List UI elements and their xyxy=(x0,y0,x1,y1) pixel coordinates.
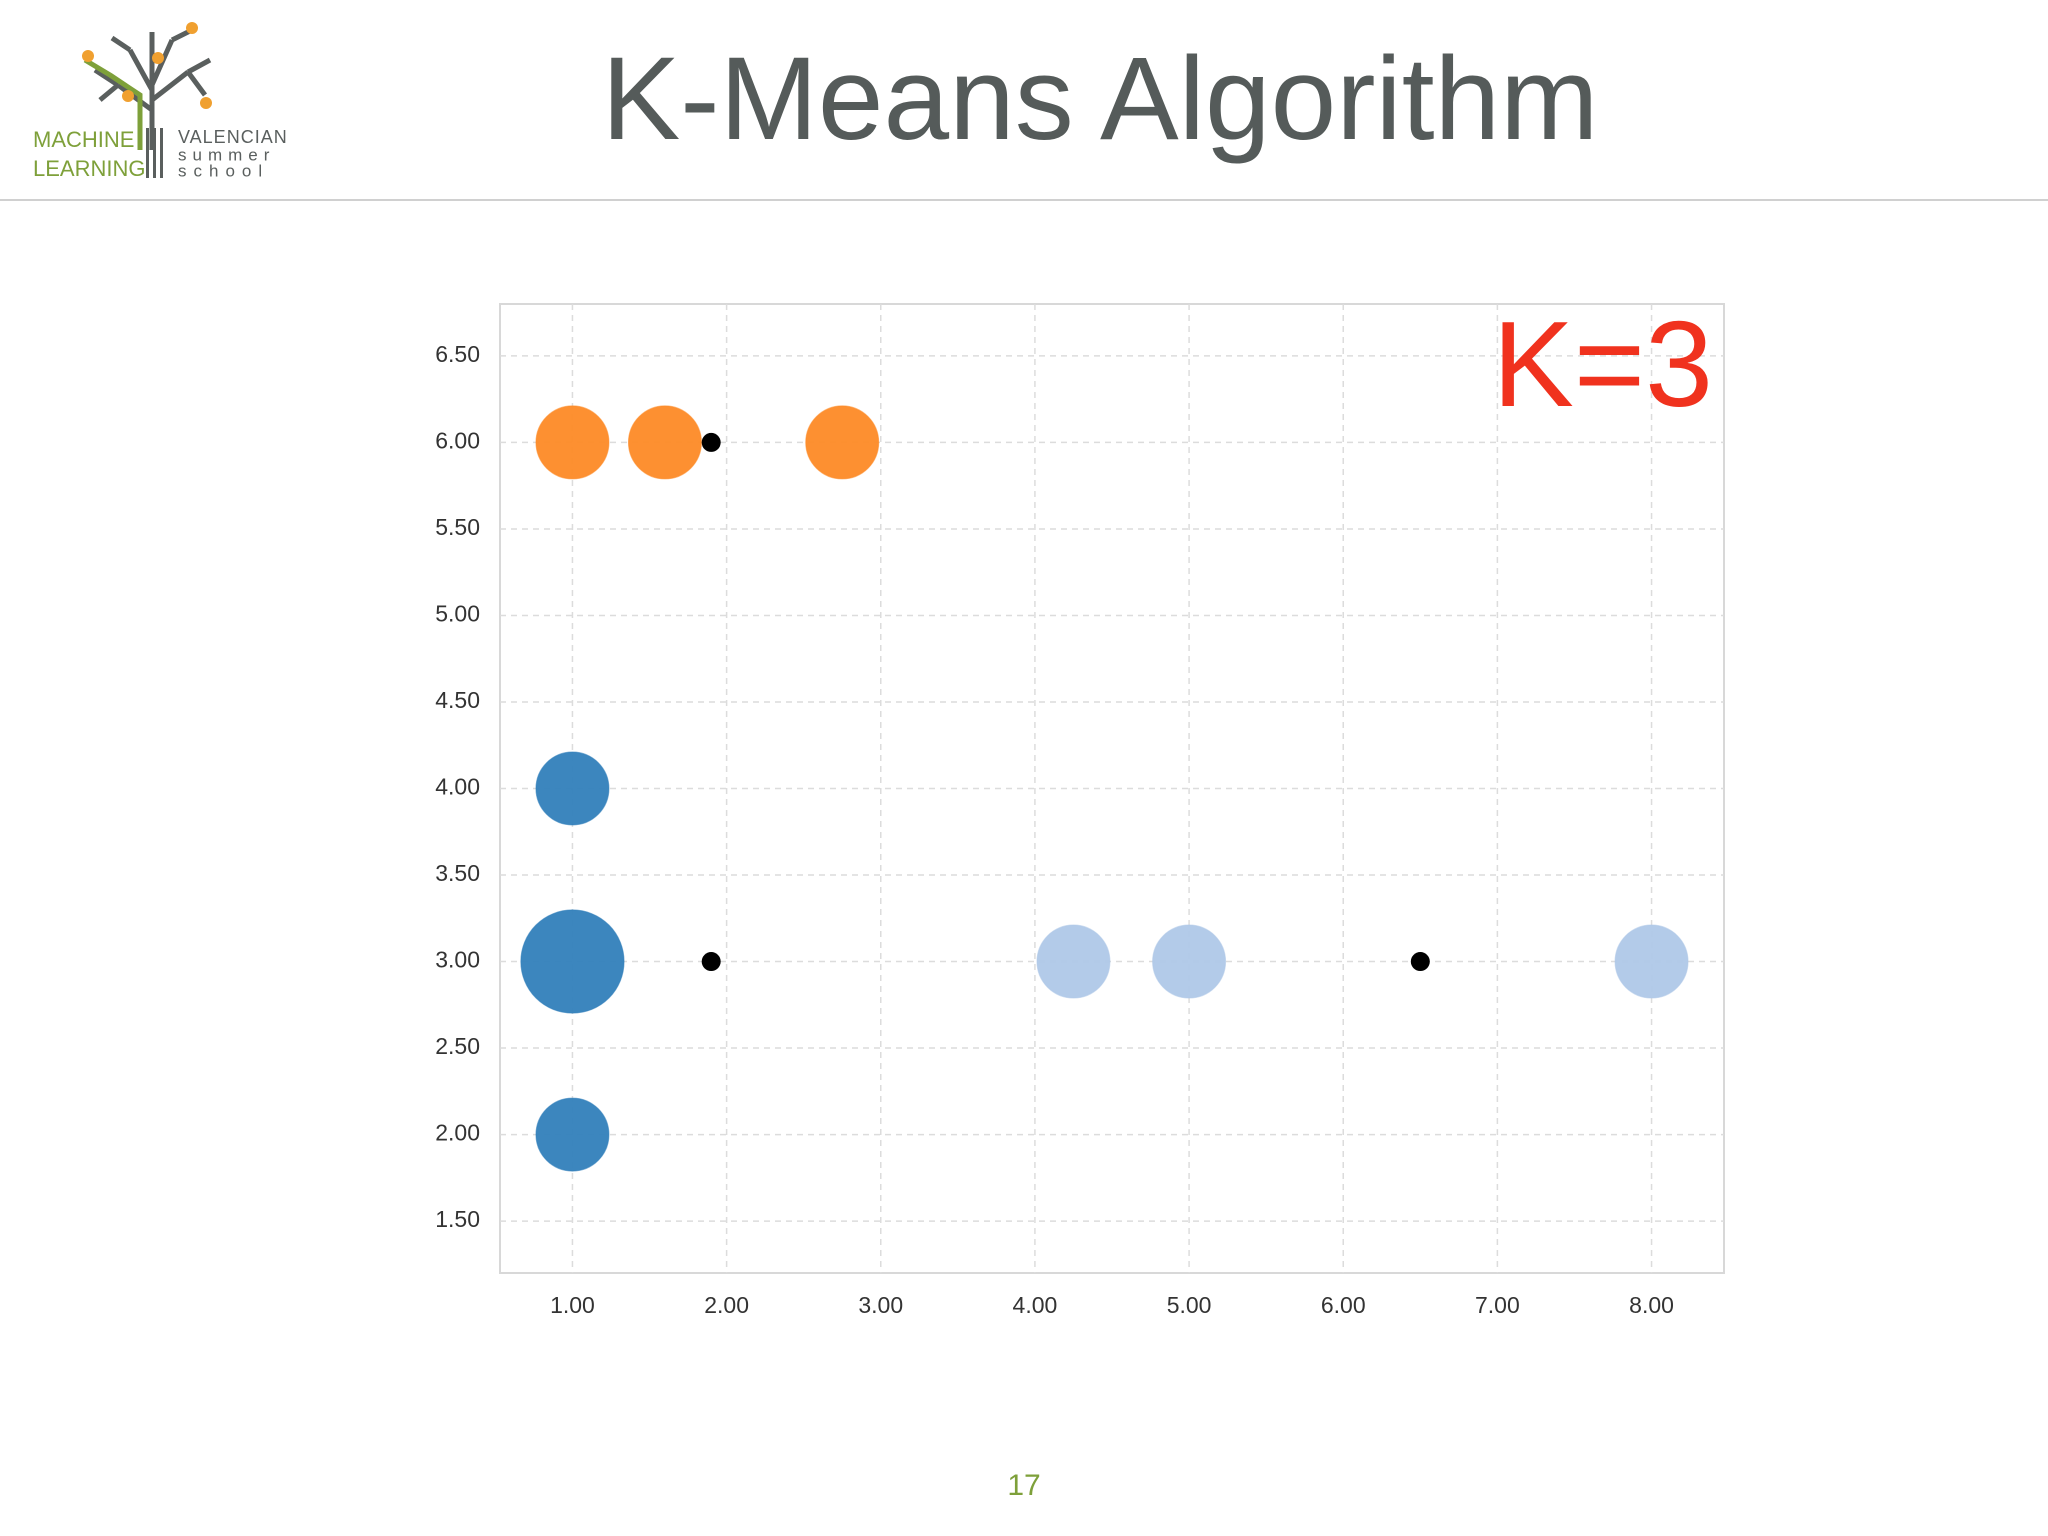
title: K-Means Algorithm xyxy=(602,33,1599,165)
x-tick-label: 6.00 xyxy=(1321,1292,1366,1318)
bubble xyxy=(1036,924,1111,999)
logo-tree xyxy=(93,27,212,150)
x-tick-label: 2.00 xyxy=(704,1292,749,1318)
y-tick-label: 6.50 xyxy=(435,341,480,367)
centroid xyxy=(701,952,721,972)
logo-bar xyxy=(153,128,156,178)
y-tick-label: 3.00 xyxy=(435,947,480,973)
y-tick-label: 5.50 xyxy=(435,514,480,540)
y-tick-label: 6.00 xyxy=(435,428,480,454)
logo-bar xyxy=(146,128,149,178)
logo-text: VALENCIAN xyxy=(178,127,288,147)
y-tick-label: 4.50 xyxy=(435,687,480,713)
logo-dot xyxy=(152,52,164,64)
logo-dot xyxy=(200,97,212,109)
logo-text: LEARNING xyxy=(33,156,145,181)
y-tick-label: 5.00 xyxy=(435,601,480,627)
bubble xyxy=(535,1097,610,1172)
bubble xyxy=(520,909,625,1014)
logo-dot xyxy=(186,22,198,34)
x-tick-label: 1.00 xyxy=(550,1292,595,1318)
logo: MACHINE LEARNING VALENCIAN summer school xyxy=(33,22,288,181)
logo-dot xyxy=(82,50,94,62)
bubble xyxy=(1614,924,1689,999)
x-tick-label: 4.00 xyxy=(1013,1292,1058,1318)
page-number: 17 xyxy=(1007,1469,1040,1502)
logo-branch xyxy=(83,57,143,150)
centroid xyxy=(1410,952,1430,972)
centroid xyxy=(701,432,721,452)
y-tick-label: 3.50 xyxy=(435,860,480,886)
y-tick-label: 4.00 xyxy=(435,774,480,800)
y-tick-label: 1.50 xyxy=(435,1206,480,1232)
x-tick-label: 8.00 xyxy=(1629,1292,1674,1318)
logo-bar xyxy=(160,128,163,178)
logo-text: MACHINE xyxy=(33,127,134,152)
x-tick-label: 7.00 xyxy=(1475,1292,1520,1318)
x-tick-label: 5.00 xyxy=(1167,1292,1212,1318)
bubble xyxy=(805,405,880,480)
logo-dot xyxy=(122,90,134,102)
y-tick-label: 2.50 xyxy=(435,1033,480,1059)
bubble xyxy=(535,405,610,480)
bubble xyxy=(627,405,702,480)
y-tick-label: 2.00 xyxy=(435,1120,480,1146)
bubble xyxy=(1152,924,1227,999)
x-tick-label: 3.00 xyxy=(858,1292,903,1318)
logo-text: summer xyxy=(178,145,275,164)
logo-text: school xyxy=(178,161,269,180)
plot: 1.00 2.00 3.00 4.00 5.00 6.00 7.00 8.00 1.50 2.00… xyxy=(435,304,1724,1318)
bubble xyxy=(535,751,610,826)
annotation: K=3 xyxy=(1493,296,1713,432)
